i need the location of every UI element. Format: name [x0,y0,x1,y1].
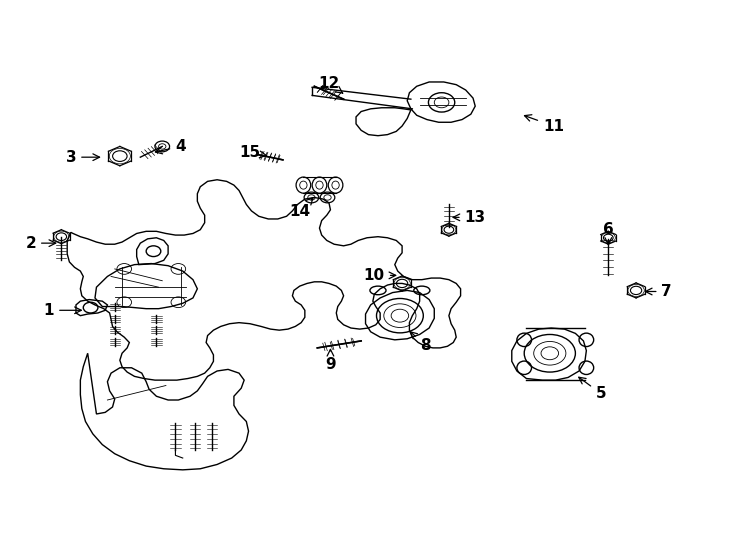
Text: 6: 6 [603,222,614,244]
Text: 1: 1 [43,303,81,318]
Text: 11: 11 [525,114,564,133]
Text: 3: 3 [65,150,100,165]
Text: 9: 9 [325,349,335,372]
Text: 15: 15 [239,145,266,160]
Text: 12: 12 [319,76,343,93]
Text: 13: 13 [453,210,486,225]
Text: 8: 8 [410,332,431,353]
Text: 4: 4 [156,139,186,154]
Text: 14: 14 [289,198,313,219]
Text: 2: 2 [25,235,56,251]
Text: 7: 7 [645,284,672,299]
Text: 5: 5 [579,377,606,401]
Text: 10: 10 [364,268,396,283]
